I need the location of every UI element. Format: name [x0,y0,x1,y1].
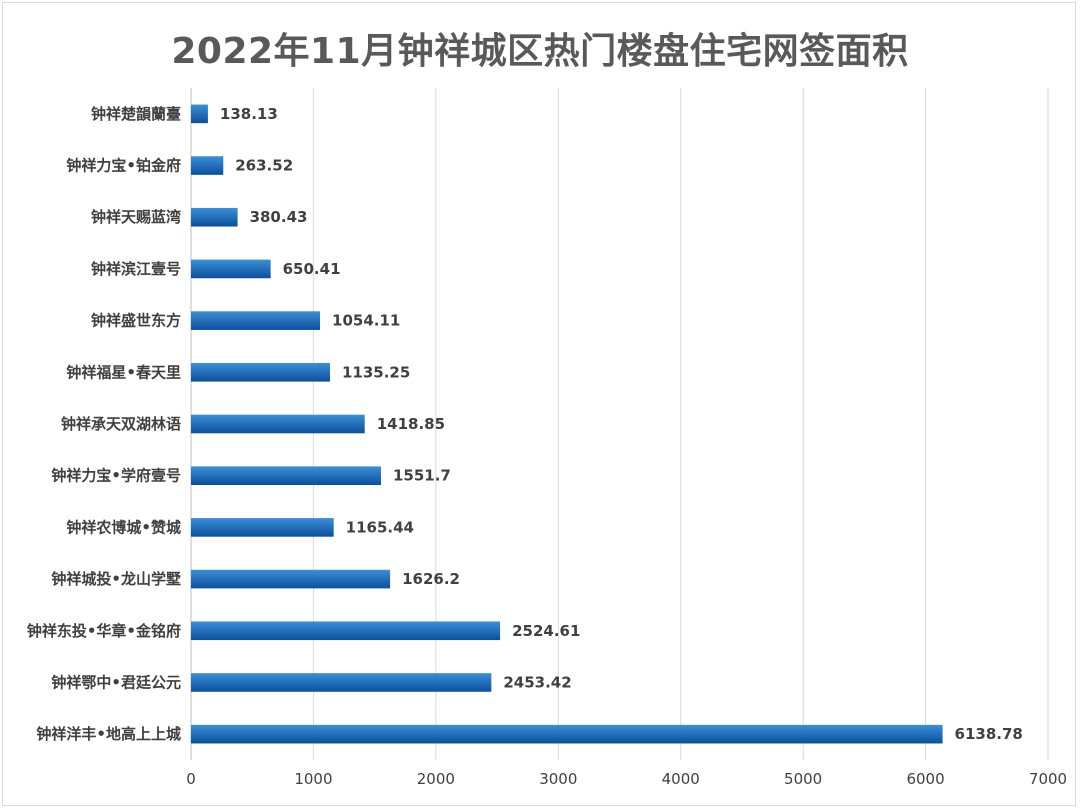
category-label: 钟祥城投•龙山学墅 [51,570,181,588]
value-label: 1054.11 [332,312,400,330]
bar [191,518,334,537]
category-label: 钟祥力宝•学府壹号 [51,467,181,485]
x-axis-ticks: 0 1000 2000 3000 4000 5000 6000 7000 [186,770,1067,788]
category-label: 钟祥盛世东方 [91,312,181,330]
category-label: 钟祥农博城•赞城 [66,518,181,536]
category-label: 钟祥东投•华章•金铭府 [27,622,181,640]
category-label: 钟祥天赐蓝湾 [91,208,181,226]
value-label: 2453.42 [503,673,571,691]
value-label: 1551.7 [393,467,451,485]
bar [191,466,381,485]
bar [191,569,391,589]
x-tick-label: 6000 [906,770,944,788]
category-label: 钟祥洋丰•地高上上城 [36,725,181,743]
x-tick-label: 1000 [294,770,332,788]
bar [191,363,330,382]
grid-lines [190,88,1049,760]
bar [191,311,321,330]
value-label: 263.52 [235,157,293,175]
value-labels: 138.13 263.52 380.43 650.41 1054.11 1135.25 14… [220,105,1023,743]
bar [191,104,208,124]
x-tick-label: 3000 [539,770,577,788]
category-label: 钟祥福星•春天里 [66,363,181,381]
x-tick-label: 7000 [1029,770,1067,788]
x-tick-label: 4000 [662,770,700,788]
category-labels: 钟祥楚韻蘭臺钟祥力宝•铂金府钟祥天赐蓝湾钟祥滨江壹号钟祥盛世东方钟祥福星•春天里… [27,105,181,743]
x-tick-label: 2000 [417,770,455,788]
category-label: 钟祥鄂中•君廷公元 [51,673,181,691]
bar [191,621,501,641]
category-label: 钟祥承天双湖林语 [61,415,181,433]
value-label: 650.41 [283,260,341,278]
x-tick-label: 0 [186,770,196,788]
category-label: 钟祥楚韻蘭臺 [91,105,181,123]
category-label: 钟祥力宝•铂金府 [66,157,181,175]
x-tick-label: 5000 [784,770,822,788]
value-label: 1165.44 [346,518,414,536]
bar [191,673,492,692]
bar [191,156,224,175]
value-label: 1135.25 [342,363,410,381]
value-label: 2524.61 [512,622,580,640]
bars [191,104,943,744]
value-label: 1626.2 [402,570,460,588]
bar [191,414,365,434]
value-label: 380.43 [250,208,308,226]
value-label: 138.13 [220,105,278,123]
bar [191,259,271,279]
value-label: 1418.85 [377,415,445,433]
bar [191,724,943,744]
chart-title: 2022年11月钟祥城区热门楼盘住宅网签面积 [171,31,909,72]
value-label: 6138.78 [955,725,1023,743]
bar [191,207,238,227]
category-label: 钟祥滨江壹号 [91,260,181,278]
